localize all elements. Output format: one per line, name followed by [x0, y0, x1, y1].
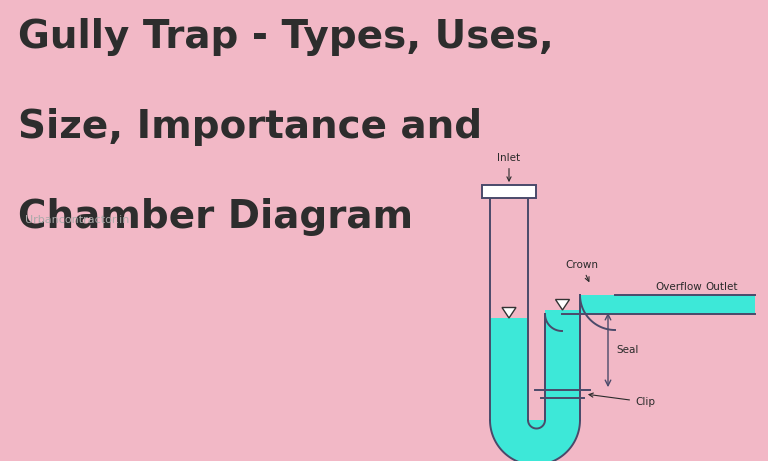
Bar — [482, 185, 536, 198]
Polygon shape — [490, 420, 580, 461]
Text: Urbancontractor.in: Urbancontractor.in — [25, 215, 129, 225]
Text: Outlet: Outlet — [705, 282, 737, 292]
Text: Crown: Crown — [565, 260, 598, 281]
Text: Clip: Clip — [589, 393, 655, 407]
Text: Chamber Diagram: Chamber Diagram — [18, 198, 413, 236]
Text: Size, Importance and: Size, Importance and — [18, 108, 482, 146]
Polygon shape — [545, 310, 580, 420]
Text: Overflow: Overflow — [655, 282, 702, 292]
Polygon shape — [502, 307, 516, 318]
Polygon shape — [490, 318, 528, 420]
Polygon shape — [580, 295, 755, 314]
Text: Seal: Seal — [616, 345, 638, 355]
Text: Gully Trap - Types, Uses,: Gully Trap - Types, Uses, — [18, 18, 554, 56]
Text: Inlet: Inlet — [498, 153, 521, 181]
Text: Cleanout: Cleanout — [0, 460, 1, 461]
Polygon shape — [555, 300, 570, 310]
